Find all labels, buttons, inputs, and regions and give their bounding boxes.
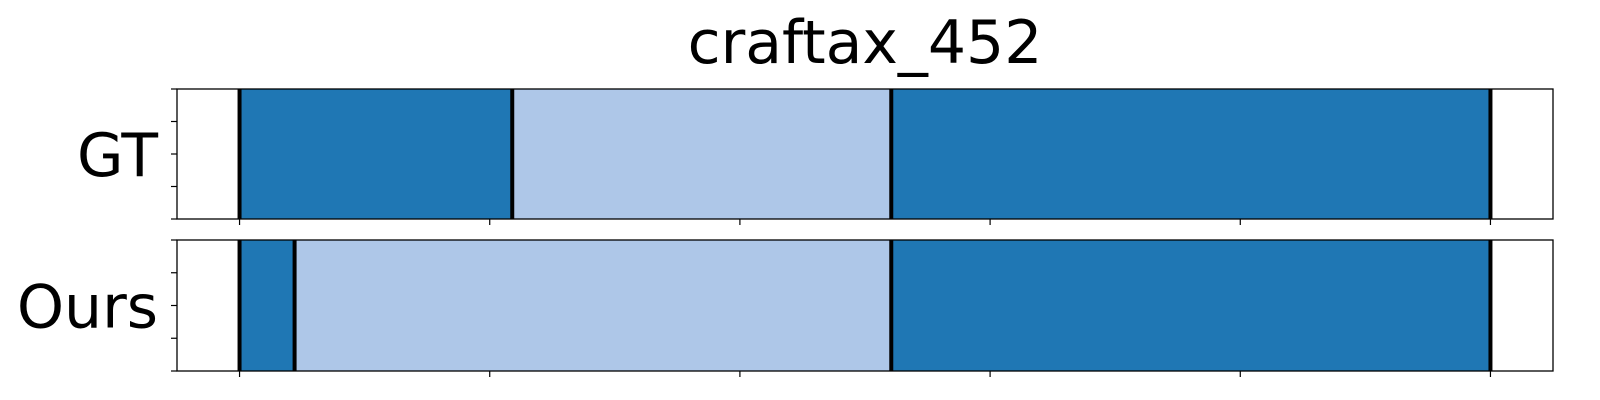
segment-gt-2 [891,89,1491,219]
row-label-gt: GT [77,121,158,191]
segment-gt-1 [512,89,892,219]
segment-ours-1 [294,240,892,371]
row-label-ours: Ours [17,273,158,343]
segment-ours-0 [239,240,295,371]
panels: GT Ours [17,88,1554,377]
chart-title: craftax_452 [688,8,1043,78]
segment-gt-0 [239,89,513,219]
segment-ours-2 [891,240,1491,371]
